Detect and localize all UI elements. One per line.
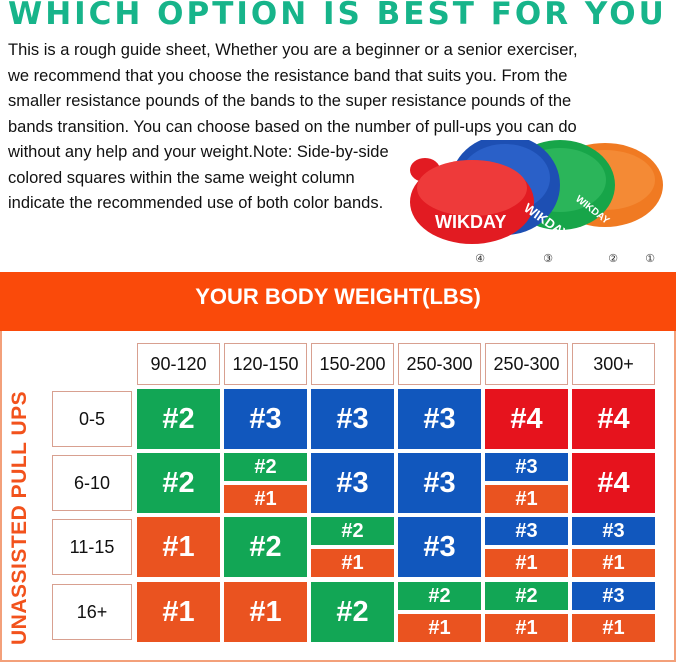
pull-ups-row-label: 6-10	[52, 455, 132, 511]
band-recommendation-cell: #4	[485, 389, 568, 449]
weight-column-header: 90-120	[137, 343, 220, 385]
chart-frame	[0, 331, 676, 662]
description-line: smaller resistance pounds of the bands t…	[8, 92, 572, 110]
band-recommendation-cell: #3 #1	[485, 453, 568, 513]
description: This is a rough guide sheet, Whether you…	[8, 38, 648, 217]
band-recommendation-cell: #3	[398, 389, 481, 449]
band-recommendation-cell: #1	[224, 582, 307, 642]
band-recommendation-cell: #2 #1	[398, 582, 481, 642]
band-1-tag: #1	[224, 582, 307, 642]
weight-column-header: 300+	[572, 343, 655, 385]
band-3-tag: #3	[224, 389, 307, 449]
band-recommendation-cell: #1	[137, 582, 220, 642]
band-1-tag: #1	[137, 517, 220, 577]
band-number-label: ②	[608, 252, 618, 265]
band-recommendation-cell: #3	[311, 453, 394, 513]
band-3-tag: #3	[572, 582, 655, 610]
band-recommendation-cell: #3 #1	[485, 517, 568, 577]
band-2-tag: #2	[137, 389, 220, 449]
band-1-tag: #1	[485, 485, 568, 513]
band-2-tag: #2	[311, 517, 394, 545]
band-3-tag: #3	[485, 517, 568, 545]
band-1-tag: #1	[137, 582, 220, 642]
band-recommendation-cell: #3 #1	[572, 517, 655, 577]
band-2-tag: #2	[224, 453, 307, 481]
band-3-tag: #3	[311, 389, 394, 449]
weight-column-header: 150-200	[311, 343, 394, 385]
description-line: colored squares within the same weight c…	[8, 168, 355, 187]
band-2-tag: #2	[485, 582, 568, 610]
pull-ups-row-label: 11-15	[52, 519, 132, 575]
band-2-tag: #2	[224, 517, 307, 577]
band-recommendation-cell: #2 #1	[485, 582, 568, 642]
band-3-tag: #3	[572, 517, 655, 545]
band-recommendation-cell: #2	[137, 389, 220, 449]
description-line: indicate the recommended use of both col…	[8, 194, 384, 212]
band-recommendation-cell: #2	[224, 517, 307, 577]
band-number-label: ③	[543, 252, 553, 265]
description-line: This is a rough guide sheet, Whether you…	[8, 41, 578, 59]
page-title: WHICH OPTION IS BEST FOR YOU ?	[8, 0, 679, 32]
band-4-tag: #4	[485, 389, 568, 449]
band-1-tag: #1	[311, 549, 394, 577]
svg-text:WIKDAY: WIKDAY	[435, 212, 506, 232]
band-1-tag: #1	[398, 614, 481, 642]
description-line: we recommend that you choose the resista…	[8, 66, 568, 85]
band-number-label: ①	[645, 252, 655, 265]
resistance-bands-image: WIKDAY WIKDAY WIKDAY ④ ③ ② ①	[410, 140, 663, 265]
body-weight-banner: YOUR BODY WEIGHT(LBS)	[0, 272, 676, 331]
band-4-tag: #4	[572, 389, 655, 449]
band-recommendation-cell: #3 #1	[572, 582, 655, 642]
description-line: bands transition. You can choose based o…	[8, 117, 577, 136]
pull-ups-row-label: 16+	[52, 584, 132, 640]
band-recommendation-cell: #3	[224, 389, 307, 449]
band-recommendation-cell: #3	[398, 453, 481, 513]
band-4-tag: #4	[572, 453, 655, 513]
pull-ups-axis-label: UNASSISTED PULL UPS	[8, 390, 31, 645]
description-line: without any help and your weight.Note: S…	[8, 143, 389, 161]
band-recommendation-cell: #2	[137, 453, 220, 513]
band-3-tag: #3	[398, 517, 481, 577]
band-recommendation-cell: #4	[572, 389, 655, 449]
band-1-tag: #1	[485, 549, 568, 577]
weight-column-header: 250-300	[485, 343, 568, 385]
band-3-tag: #3	[311, 453, 394, 513]
band-recommendation-cell: #2 #1	[311, 517, 394, 577]
band-recommendation-cell: #2	[311, 582, 394, 642]
band-2-tag: #2	[137, 453, 220, 513]
band-recommendation-cell: #4	[572, 453, 655, 513]
band-3-tag: #3	[398, 389, 481, 449]
band-1-tag: #1	[224, 485, 307, 513]
band-recommendation-cell: #2 #1	[224, 453, 307, 513]
band-number-label: ④	[475, 252, 485, 265]
weight-column-header: 120-150	[224, 343, 307, 385]
band-1-tag: #1	[572, 614, 655, 642]
band-recommendation-cell: #3	[311, 389, 394, 449]
band-2-tag: #2	[398, 582, 481, 610]
band-3-tag: #3	[398, 453, 481, 513]
band-recommendation-cell: #3	[398, 517, 481, 577]
band-1-tag: #1	[572, 549, 655, 577]
weight-column-header: 250-300	[398, 343, 481, 385]
band-recommendation-cell: #1	[137, 517, 220, 577]
pull-ups-row-label: 0-5	[52, 391, 132, 447]
band-1-tag: #1	[485, 614, 568, 642]
band-2-tag: #2	[311, 582, 394, 642]
band-3-tag: #3	[485, 453, 568, 481]
